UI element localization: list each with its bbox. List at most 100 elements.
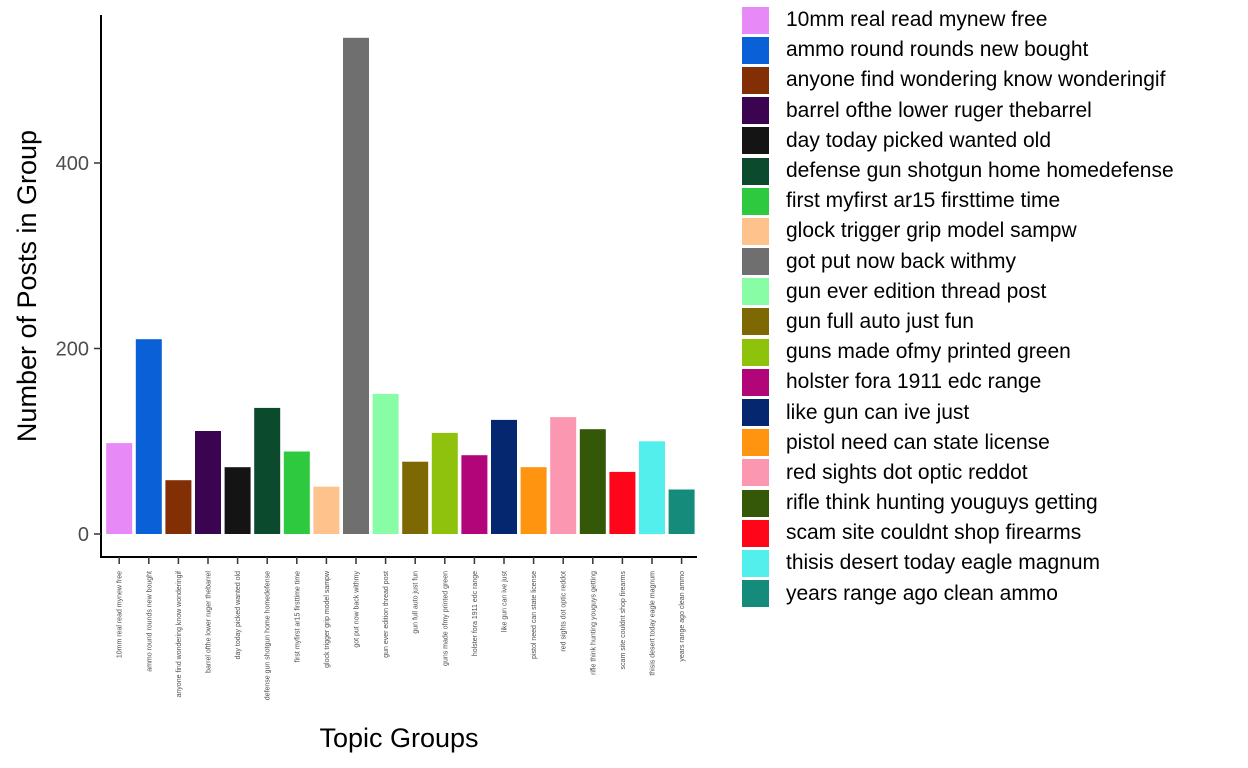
bar (165, 480, 192, 534)
legend-label: glock trigger grip model sampw (786, 219, 1077, 243)
legend-swatch (742, 278, 769, 306)
legend-swatch (742, 248, 769, 276)
legend-swatch (742, 399, 769, 427)
x-tick-label: thisis desert today eagle magnum (650, 571, 657, 676)
legend-label: years range ago clean ammo (786, 581, 1058, 605)
legend-label: like gun can ive just (786, 400, 970, 424)
bar (195, 431, 221, 534)
legend-label: day today picked wanted old (786, 128, 1052, 152)
bar (402, 461, 429, 534)
bar (550, 417, 577, 534)
x-ticks: 10mm real read mynew free ammo round roun… (117, 557, 686, 700)
bar (431, 432, 458, 534)
bar (639, 441, 665, 535)
legend-item: anyone find wondering know wonderingif (742, 65, 1242, 95)
legend-swatch (742, 97, 769, 125)
y-tick-label: 400 (56, 153, 89, 175)
legend-label: barrel ofthe lower ruger thebarrel (786, 98, 1092, 122)
legend-swatch (742, 459, 769, 487)
bar (579, 429, 606, 534)
legend-label: pistol need can state license (786, 430, 1050, 454)
bar (520, 467, 547, 534)
legend-item: glock trigger grip model sampw (742, 216, 1242, 246)
x-tick-label: anyone find wondering know wonderingif (176, 571, 183, 698)
x-tick-label: 10mm real read mynew free (117, 571, 124, 658)
x-tick-label: day today picked wanted old (235, 571, 242, 659)
legend-item: 10mm real read mynew free (742, 5, 1242, 35)
x-tick-label: like gun can ive just (502, 571, 509, 632)
bar (313, 486, 340, 534)
legend-swatch (742, 6, 769, 34)
legend-item: like gun can ive just (742, 397, 1242, 427)
legend-item: defense gun shotgun home homedefense (742, 156, 1242, 186)
legend-item: day today picked wanted old (742, 126, 1242, 156)
bar (491, 419, 517, 534)
x-tick-label: glock trigger grip model sampw (324, 570, 331, 668)
legend-item: barrel ofthe lower ruger thebarrel (742, 96, 1242, 126)
legend-swatch (742, 549, 769, 577)
legend-label: first myfirst ar15 firsttime time (786, 189, 1061, 213)
legend-item: thisis desert today eagle magnum (742, 548, 1242, 578)
x-tick-label: rifle think hunting youguys getting (590, 571, 597, 675)
bar (135, 339, 162, 534)
legend-swatch (742, 217, 769, 245)
bar (283, 451, 310, 534)
legend-label: thisis desert today eagle magnum (786, 551, 1101, 575)
y-tick-label: 0 (78, 524, 89, 546)
legend-item: ammo round rounds new bought (742, 35, 1242, 65)
legend-swatch (742, 157, 769, 185)
legend-label: scam site couldnt shop firearms (786, 521, 1082, 545)
legend-item: rifle think hunting youguys getting (742, 488, 1242, 518)
legend: 10mm real read mynew free ammo round roun… (742, 5, 1242, 609)
x-tick-label: got put now back withmy (354, 571, 361, 648)
x-tick-label: red sights dot optic reddot (561, 571, 568, 652)
legend-swatch (742, 36, 769, 64)
legend-item: first myfirst ar15 firsttime time (742, 186, 1242, 216)
legend-item: guns made ofmy printed green (742, 337, 1242, 367)
legend-label: got put now back withmy (786, 249, 1016, 273)
bars-layer (106, 37, 695, 535)
y-tick-label: 200 (56, 339, 89, 361)
legend-label: anyone find wondering know wonderingif (786, 68, 1166, 92)
legend-label: holster fora 1911 edc range (786, 370, 1042, 394)
legend-item: holster fora 1911 edc range (742, 367, 1242, 397)
legend-swatch (742, 66, 769, 94)
legend-swatch (742, 187, 769, 215)
x-tick-label: guns made ofmy printed green (442, 571, 449, 666)
legend-swatch (742, 489, 769, 517)
legend-label: defense gun shotgun home homedefense (786, 159, 1174, 183)
legend-label: red sights dot optic reddot (786, 460, 1028, 484)
legend-label: gun ever edition thread post (786, 279, 1047, 303)
y-ticks: 0 200 400 (56, 153, 101, 546)
legend-item: got put now back withmy (742, 247, 1242, 277)
legend-label: guns made ofmy printed green (786, 340, 1071, 364)
x-tick-label: first myfirst ar15 firsttime time (294, 571, 301, 663)
legend-swatch (742, 368, 769, 396)
x-tick-label: pistol need can state license (531, 571, 538, 659)
bar (343, 37, 369, 535)
legend-label: 10mm real read mynew free (786, 8, 1048, 32)
legend-item: gun full auto just fun (742, 307, 1242, 337)
legend-label: gun full auto just fun (786, 309, 974, 333)
x-tick-label: holster fora 1911 edc range (472, 571, 479, 656)
bar (461, 455, 488, 534)
legend-swatch (742, 580, 769, 608)
legend-label: rifle think hunting youguys getting (786, 491, 1098, 515)
legend-item: pistol need can state license (742, 428, 1242, 458)
bar (372, 393, 399, 534)
x-tick-label: ammo round rounds new bought (146, 571, 153, 672)
x-axis-title: Topic Groups (319, 723, 478, 753)
bar (668, 489, 695, 534)
legend-label: ammo round rounds new bought (786, 38, 1089, 62)
legend-swatch (742, 127, 769, 155)
x-tick-label: gun ever edition thread post (383, 571, 390, 658)
legend-swatch (742, 338, 769, 366)
bar (254, 407, 281, 534)
legend-item: gun ever edition thread post (742, 277, 1242, 307)
legend-item: red sights dot optic reddot (742, 458, 1242, 488)
x-tick-label: years range ago clean ammo (679, 571, 686, 662)
x-tick-label: defense gun shotgun home homedefense (265, 571, 272, 700)
bar (609, 471, 636, 534)
legend-swatch (742, 429, 769, 457)
x-tick-label: scam site couldnt shop firearms (620, 571, 627, 670)
